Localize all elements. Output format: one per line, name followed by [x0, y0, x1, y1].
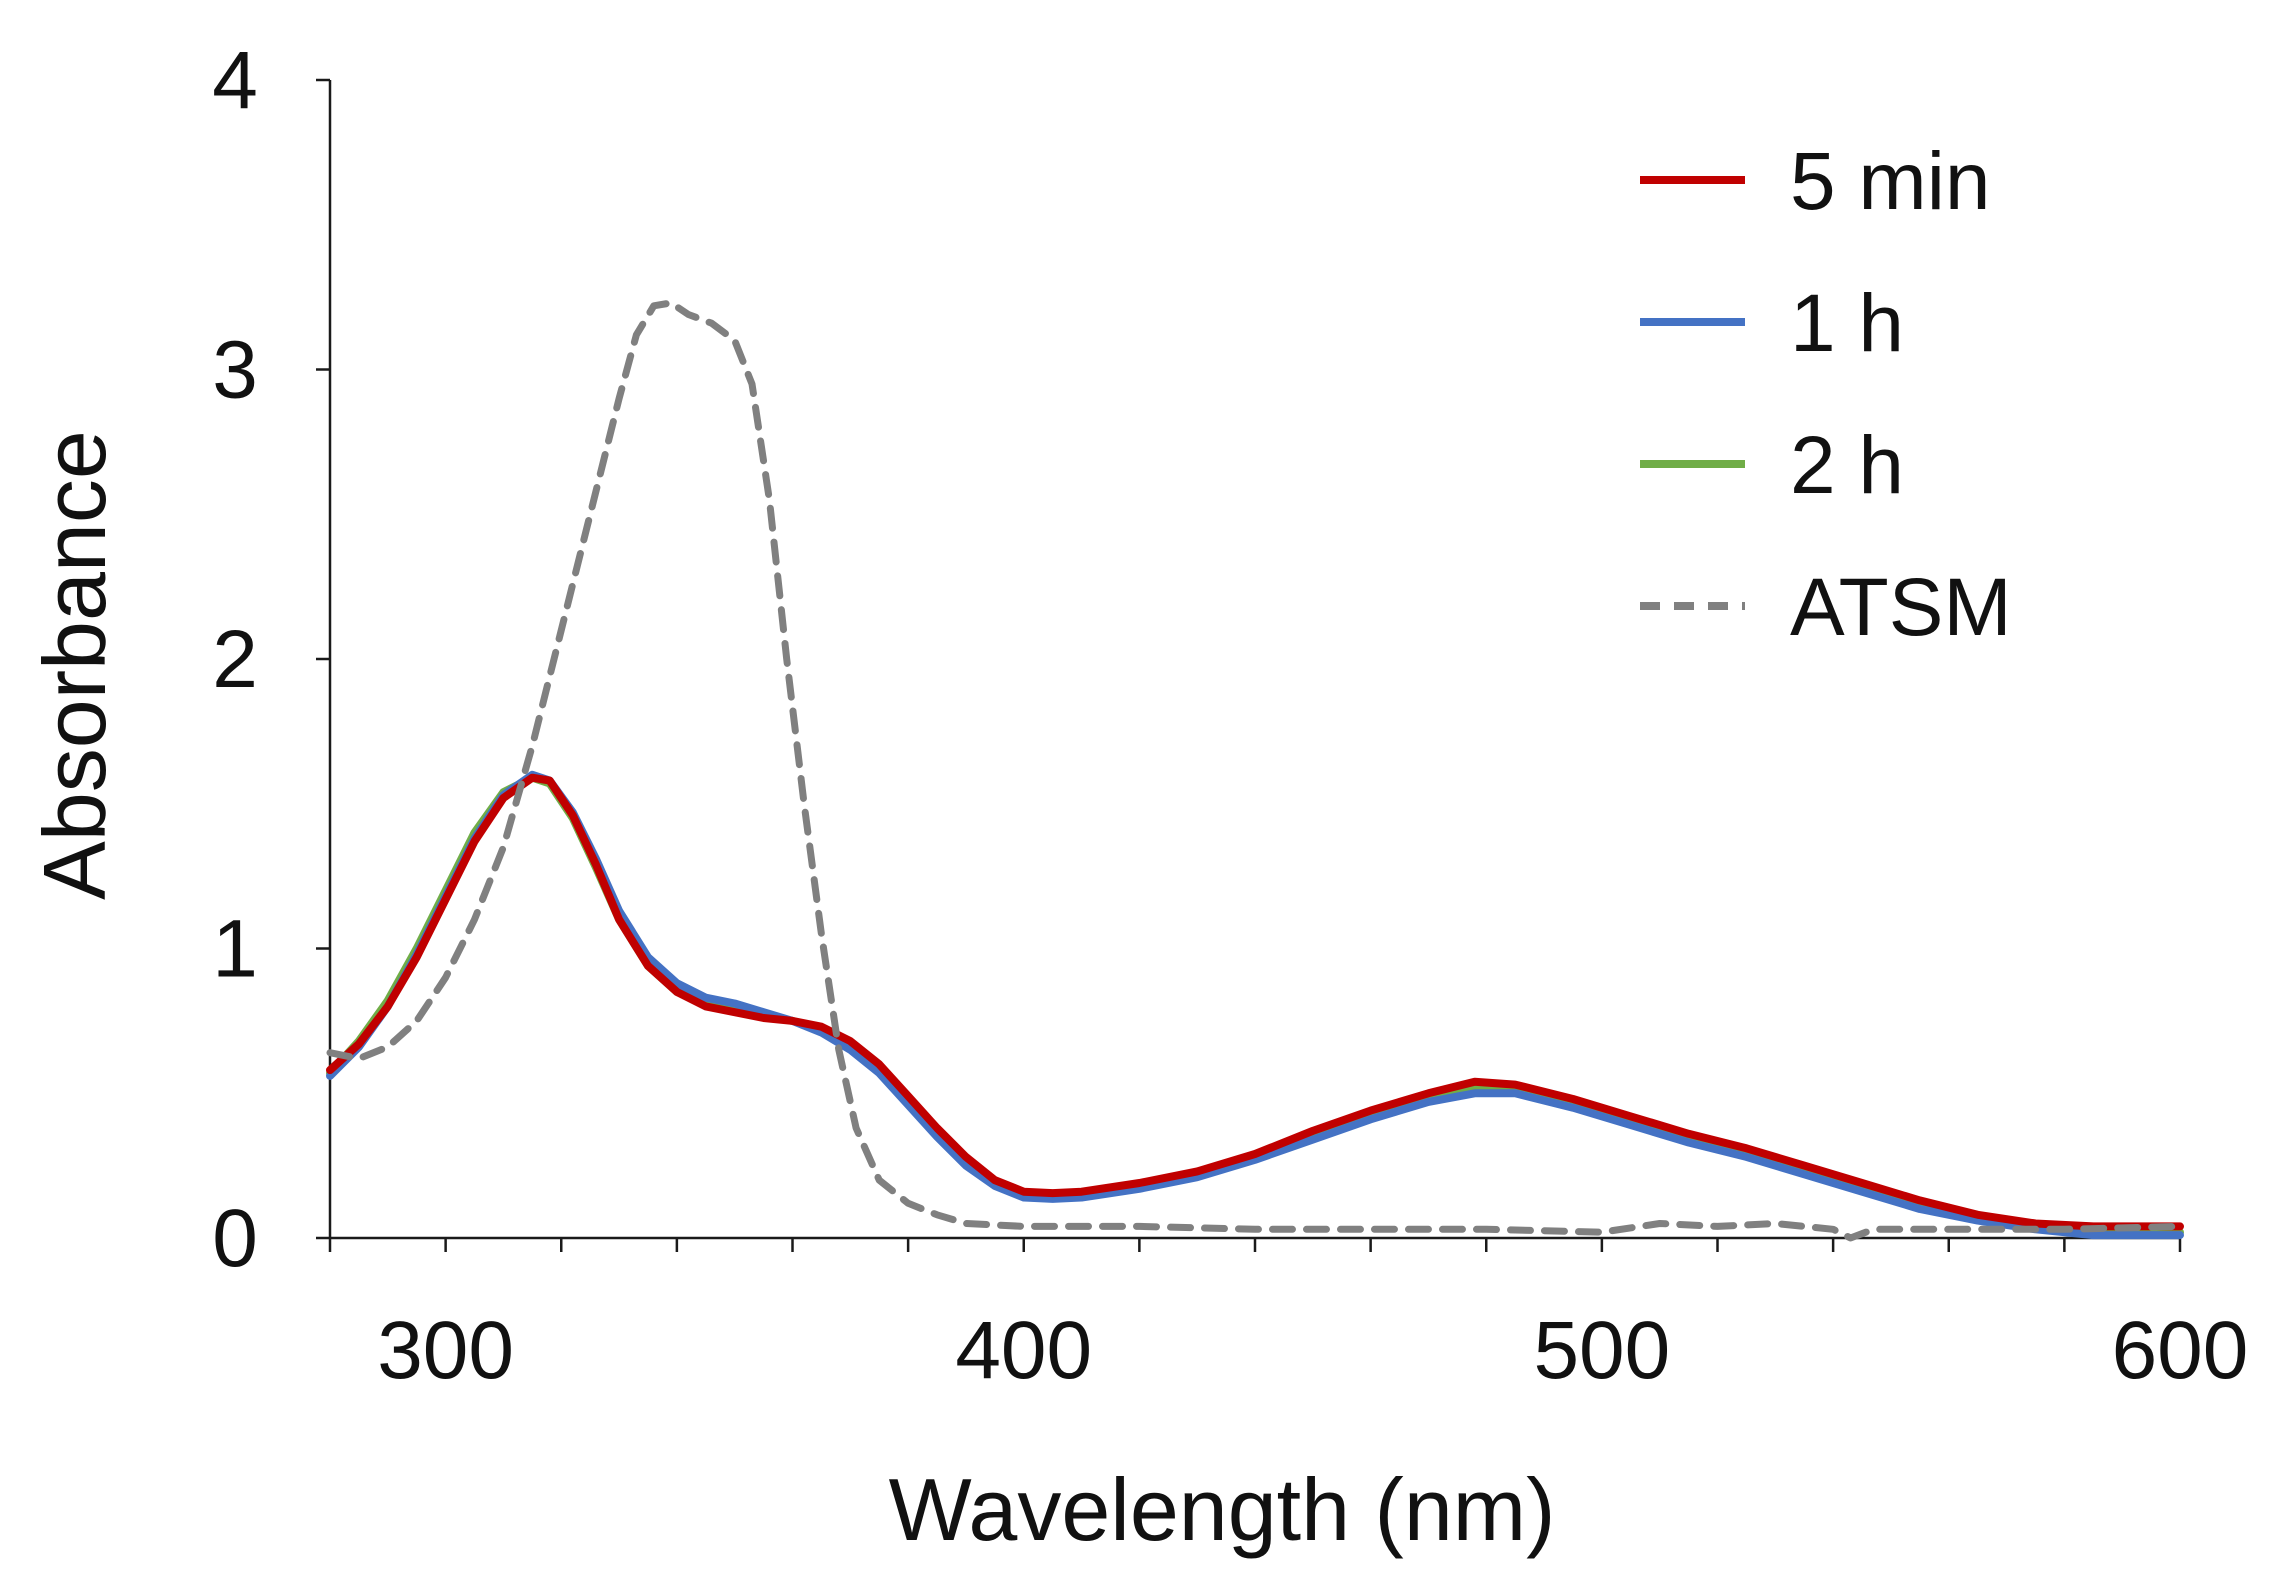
y-tick-label: 3 [212, 325, 258, 416]
legend-label: 5 min [1790, 136, 1991, 227]
series-line-1-h [326, 770, 2184, 1240]
x-tick-label: 600 [2112, 1305, 2249, 1396]
y-axis-title: Absorbance [25, 430, 124, 900]
x-tick-label: 300 [377, 1305, 514, 1396]
series-line-5-min [326, 773, 2184, 1231]
legend-label: 1 h [1790, 278, 1904, 369]
legend-label: 2 h [1790, 420, 1904, 511]
series-layer [326, 299, 2184, 1242]
y-tick-label: 0 [212, 1193, 258, 1284]
series-line-atsm [326, 299, 2184, 1242]
axes [316, 78, 2182, 1252]
y-tick-label: 4 [212, 35, 258, 126]
series-line-2-h [326, 773, 2184, 1237]
legend: 5 min 1 h 2 h ATSM [1640, 136, 2012, 653]
x-tick-label: 400 [955, 1305, 1092, 1396]
x-tick-label: 500 [1533, 1305, 1670, 1396]
legend-label: ATSM [1790, 562, 2012, 653]
y-tick-label: 2 [212, 614, 258, 705]
x-axis-title: Wavelength (nm) [889, 1460, 1556, 1559]
tick-labels: 0 1 2 3 4 300 400 500 600 [212, 35, 2248, 1396]
y-tick-label: 1 [212, 904, 258, 995]
